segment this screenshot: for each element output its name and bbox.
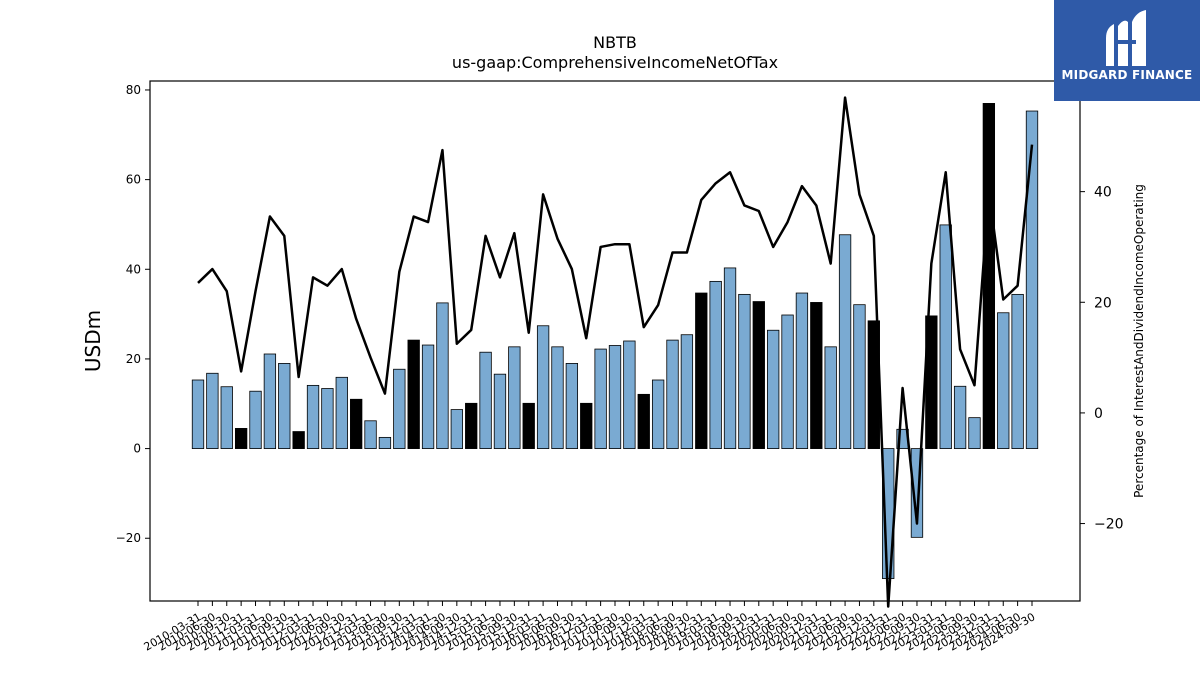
bar (853, 304, 866, 449)
bar (350, 398, 363, 449)
bar (781, 314, 794, 449)
bar (824, 346, 837, 449)
bar (249, 390, 262, 449)
bar (493, 373, 507, 449)
bar (637, 393, 650, 449)
bar (580, 402, 593, 449)
bar (364, 420, 377, 449)
bar (407, 339, 420, 449)
bar (292, 431, 305, 449)
bar (321, 388, 334, 449)
bar (982, 103, 996, 449)
chart-subtitle: us-gaap:ComprehensiveIncomeNetOfTax (452, 53, 778, 72)
brand-logo: MIDGARD FINANCE (1054, 0, 1200, 101)
bar (810, 302, 823, 449)
chart-title: NBTB (593, 33, 637, 52)
bar (378, 436, 392, 449)
bar (968, 417, 981, 449)
bar (508, 346, 521, 449)
plot-area: −20020406080−20020402010-03-312010-06-30… (116, 80, 1124, 654)
bar (536, 325, 550, 449)
bar (450, 409, 463, 449)
bar (953, 385, 967, 449)
bar (997, 312, 1010, 449)
bar (1025, 110, 1039, 449)
bar (738, 293, 751, 449)
y-tick-label: −20 (116, 531, 141, 545)
bar (191, 379, 205, 449)
bar (767, 329, 780, 449)
bar (278, 363, 291, 449)
bar (623, 340, 636, 449)
bar (436, 302, 449, 449)
y2-axis-label: Percentage of InterestAndDividendIncomeO… (1132, 184, 1146, 498)
bar (666, 339, 679, 449)
bar (465, 402, 478, 449)
y-tick-label: 80 (126, 83, 141, 97)
y-tick-label: 40 (126, 262, 141, 276)
bar (1011, 293, 1024, 449)
y-axis-label: USDm (81, 310, 105, 372)
bar (206, 372, 219, 449)
bar (910, 448, 924, 538)
y-tick-label: 0 (133, 442, 141, 456)
bar (335, 376, 348, 449)
bar (752, 301, 765, 449)
midgard-logo-icon (1106, 10, 1146, 67)
y-tick-label: 20 (126, 352, 141, 366)
bar (695, 292, 708, 449)
bar (479, 351, 492, 449)
series-line (197, 96, 1034, 608)
bar (565, 363, 579, 449)
bar (421, 344, 435, 449)
bar (680, 334, 694, 449)
y2-tick-label: 40 (1094, 185, 1112, 201)
brand-name: MIDGARD FINANCE (1061, 68, 1193, 82)
bar (651, 379, 665, 449)
y2-tick-label: −20 (1094, 517, 1124, 533)
bar (522, 402, 535, 449)
bar (939, 224, 952, 449)
bar (838, 234, 852, 449)
bar (594, 348, 607, 449)
bar (306, 384, 320, 449)
bar (709, 280, 722, 449)
bar (234, 428, 248, 449)
bar (393, 368, 406, 449)
bar (723, 267, 737, 449)
bar (795, 292, 809, 449)
bar (263, 353, 277, 449)
y-tick-label: 60 (126, 173, 141, 187)
y2-tick-label: 0 (1094, 406, 1103, 422)
y2-tick-label: 20 (1094, 295, 1112, 311)
bar (220, 386, 233, 449)
bar (608, 345, 622, 449)
bar (551, 346, 564, 449)
